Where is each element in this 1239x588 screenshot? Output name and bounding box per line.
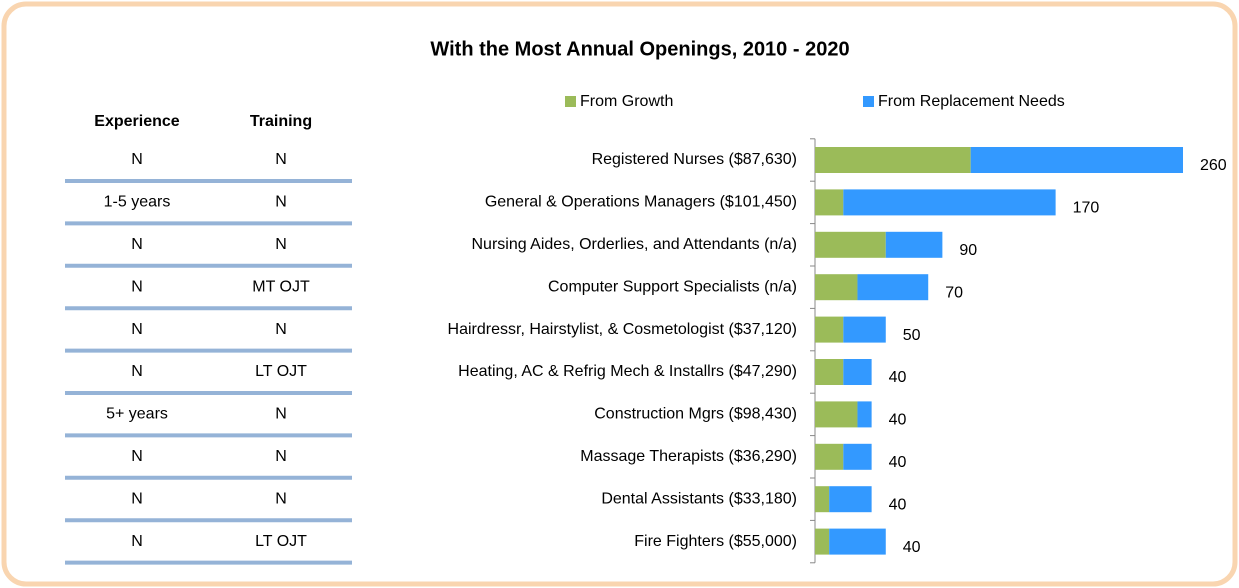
- table-cell: N: [275, 406, 287, 423]
- total-label: 40: [889, 369, 907, 386]
- bar-segment: [815, 443, 844, 470]
- table-cell: LT OJT: [255, 533, 307, 550]
- table-cell: N: [275, 151, 287, 168]
- table-cell: LT OJT: [255, 363, 307, 380]
- table-cell: 5+ years: [106, 406, 168, 423]
- table-cell: N: [131, 151, 143, 168]
- category-label: General & Operations Managers ($101,450): [485, 194, 797, 211]
- total-label: 40: [889, 454, 907, 471]
- bar-segment: [815, 189, 844, 216]
- legend-label: From Growth: [580, 93, 673, 110]
- table-cell: N: [275, 321, 287, 338]
- bar-segment: [843, 316, 886, 343]
- bar-segment: [815, 486, 830, 513]
- total-label: 170: [1073, 200, 1100, 217]
- legend-swatch: [863, 96, 874, 107]
- category-label: Hairdressr, Hairstylist, & Cosmetologist…: [448, 321, 797, 338]
- bar-segment: [857, 401, 872, 428]
- bar-segment: [815, 274, 858, 301]
- total-label: 70: [945, 284, 963, 301]
- table-cell: MT OJT: [252, 278, 310, 295]
- table-cell: N: [131, 363, 143, 380]
- bar-segment: [843, 443, 872, 470]
- category-label: Registered Nurses ($87,630): [592, 151, 797, 168]
- total-label: 260: [1200, 157, 1227, 174]
- total-label: 90: [959, 242, 977, 259]
- table-cell: N: [131, 236, 143, 253]
- table-cell: N: [275, 194, 287, 211]
- table-cell: N: [131, 321, 143, 338]
- category-label: Massage Therapists ($36,290): [580, 448, 797, 465]
- category-label: Computer Support Specialists (n/a): [548, 278, 797, 295]
- table-cell: N: [275, 236, 287, 253]
- table-header: Experience: [94, 113, 179, 130]
- table-cell: N: [275, 490, 287, 507]
- table-cell: N: [131, 533, 143, 550]
- bar-segment: [970, 147, 1183, 173]
- bar-segment: [815, 231, 886, 258]
- category-label: Nursing Aides, Orderlies, and Attendants…: [471, 236, 797, 253]
- bar-segment: [815, 359, 844, 385]
- bar-segment: [815, 147, 971, 173]
- table-header: Training: [250, 113, 312, 130]
- chart-title: With the Most Annual Openings, 2010 - 20…: [430, 38, 849, 60]
- table-cell: N: [131, 278, 143, 295]
- table-cell: N: [131, 448, 143, 465]
- bar-segment: [815, 316, 844, 343]
- total-label: 40: [903, 539, 921, 556]
- category-label: Heating, AC & Refrig Mech & Installrs ($…: [458, 363, 797, 380]
- category-label: Fire Fighters ($55,000): [634, 533, 797, 550]
- bar-segment: [843, 359, 872, 385]
- bar-segment: [815, 528, 830, 555]
- table-cell: N: [275, 448, 287, 465]
- bar-segment: [829, 486, 872, 513]
- legend-swatch: [565, 96, 576, 107]
- bar-segment: [843, 189, 1056, 216]
- category-label: Construction Mgrs ($98,430): [594, 406, 797, 423]
- bar-segment: [857, 274, 929, 301]
- legend-label: From Replacement Needs: [878, 93, 1065, 110]
- total-label: 40: [889, 412, 907, 429]
- bar-segment: [815, 401, 858, 428]
- total-label: 40: [889, 496, 907, 513]
- table-cell: N: [131, 490, 143, 507]
- category-label: Dental Assistants ($33,180): [601, 490, 797, 507]
- table-cell: 1-5 years: [104, 194, 171, 211]
- total-label: 50: [903, 327, 921, 344]
- bar-segment: [885, 231, 943, 258]
- bar-segment: [829, 528, 886, 555]
